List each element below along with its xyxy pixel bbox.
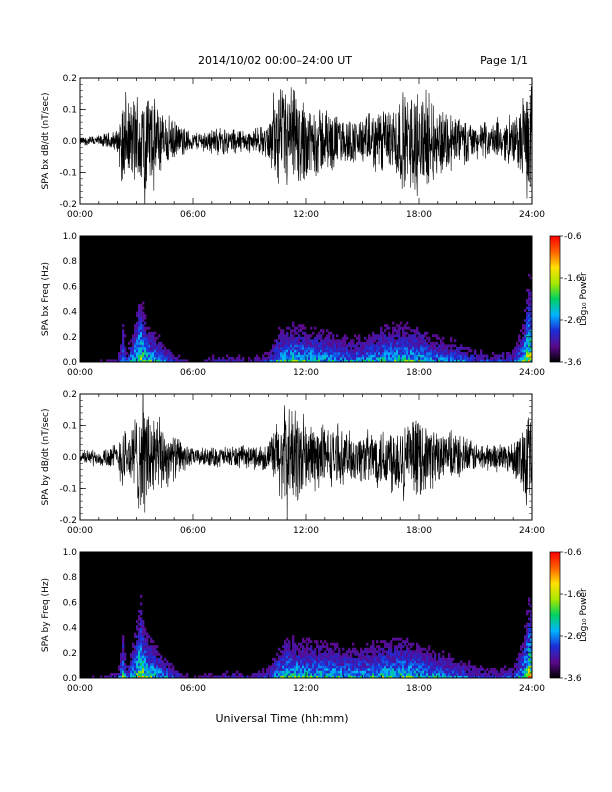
colorbar-tick-label: -0.6 xyxy=(564,232,582,242)
y-tick-label: 0.2 xyxy=(63,333,77,343)
y-tick-label: 0.0 xyxy=(63,137,78,147)
x-tick-label: 12:00 xyxy=(293,526,319,536)
colorbar xyxy=(549,235,561,363)
x-tick-label: 24:00 xyxy=(519,684,545,694)
y-tick-label: 0.6 xyxy=(63,282,78,292)
y-tick-label: -0.1 xyxy=(59,485,77,495)
spectrogram-cells xyxy=(80,552,532,678)
waveform-line-series xyxy=(80,394,532,520)
x-tick-label: 18:00 xyxy=(406,526,432,536)
y-tick-label: 0.0 xyxy=(63,453,78,463)
colorbar-tick-label: -3.6 xyxy=(564,674,582,684)
y-axis-label: SPA by dB/dt (nT/sec) xyxy=(41,409,51,506)
y-axis-label: SPA bx Freq (Hz) xyxy=(41,262,51,336)
y-tick-label: 0.2 xyxy=(63,74,77,84)
y-tick-label: 0.4 xyxy=(63,308,78,318)
colorbar-tick-label: -2.6 xyxy=(564,316,582,326)
waveform-line-series xyxy=(80,86,532,204)
x-tick-label: 06:00 xyxy=(180,210,206,220)
y-axis-label: SPA bx dB/dt (nT/sec) xyxy=(41,93,51,190)
x-tick-label: 00:00 xyxy=(67,210,93,220)
header-page-number: Page 1/1 xyxy=(480,54,528,67)
x-tick-label: 24:00 xyxy=(519,368,545,378)
y-tick-label: 1.0 xyxy=(63,232,78,242)
colorbar-label: Log₁₀ Power xyxy=(579,272,589,326)
x-tick-label: 06:00 xyxy=(180,684,206,694)
panel-3: 00:00 06:00 12:00 18:00 24:00 -0.2 -0.1 0.0 0.1 0… xyxy=(41,390,545,536)
x-tick-label: 12:00 xyxy=(293,210,319,220)
y-tick-label: -0.2 xyxy=(59,200,77,210)
colorbar-tick-label: -2.6 xyxy=(564,632,582,642)
x-tick-label: 00:00 xyxy=(67,684,93,694)
y-tick-label: 0.0 xyxy=(63,674,78,684)
y-axis-label: SPA by Freq (Hz) xyxy=(41,578,51,652)
x-tick-label: 18:00 xyxy=(406,368,432,378)
header-date-range: 2014/10/02 00:00–24:00 UT xyxy=(198,54,352,67)
x-tick-label: 18:00 xyxy=(406,684,432,694)
colorbar xyxy=(549,551,561,679)
y-tick-label: 0.6 xyxy=(63,598,78,608)
x-tick-label: 06:00 xyxy=(180,368,206,378)
panel-1: 00:00 06:00 12:00 18:00 24:00 -0.2 -0.1 0.0 0.1 0… xyxy=(41,74,545,220)
x-tick-label: 24:00 xyxy=(519,210,545,220)
y-tick-label: 0.0 xyxy=(63,358,78,368)
y-tick-label: 0.2 xyxy=(63,390,77,400)
x-tick-label: 00:00 xyxy=(67,526,93,536)
x-tick-label: 12:00 xyxy=(293,368,319,378)
colorbar-tick-label: -3.6 xyxy=(564,358,582,368)
x-tick-label: 00:00 xyxy=(67,368,93,378)
spectrogram-cells xyxy=(80,236,532,362)
x-tick-label: 24:00 xyxy=(519,526,545,536)
y-tick-label: 0.8 xyxy=(63,573,78,583)
panels-group: 00:00 06:00 12:00 18:00 24:00 -0.2 -0.1 0.0 0.1 0… xyxy=(41,74,589,694)
y-tick-label: 0.8 xyxy=(63,257,78,267)
colorbar-tick-label: -1.6 xyxy=(564,590,582,600)
x-tick-label: 12:00 xyxy=(293,684,319,694)
x-axis-title: Universal Time (hh:mm) xyxy=(216,712,349,725)
y-tick-label: 0.1 xyxy=(63,422,77,432)
panel-4: -0.6 -1.6 -2.6 -3.6 Log₁₀ Power 00:00 06:00 12:… xyxy=(41,548,589,694)
panel-2: -0.6 -1.6 -2.6 -3.6 Log₁₀ Power 00:00 06:00 12:… xyxy=(41,232,589,378)
y-tick-label: 0.1 xyxy=(63,106,77,116)
y-tick-label: 0.4 xyxy=(63,624,78,634)
y-tick-label: -0.1 xyxy=(59,169,77,179)
colorbar-label: Log₁₀ Power xyxy=(579,588,589,642)
x-tick-label: 18:00 xyxy=(406,210,432,220)
colorbar-tick-label: -1.6 xyxy=(564,274,582,284)
y-tick-label: -0.2 xyxy=(59,516,77,526)
y-tick-label: 0.2 xyxy=(63,649,77,659)
x-tick-label: 06:00 xyxy=(180,526,206,536)
colorbar-tick-label: -0.6 xyxy=(564,548,582,558)
y-tick-label: 1.0 xyxy=(63,548,78,558)
